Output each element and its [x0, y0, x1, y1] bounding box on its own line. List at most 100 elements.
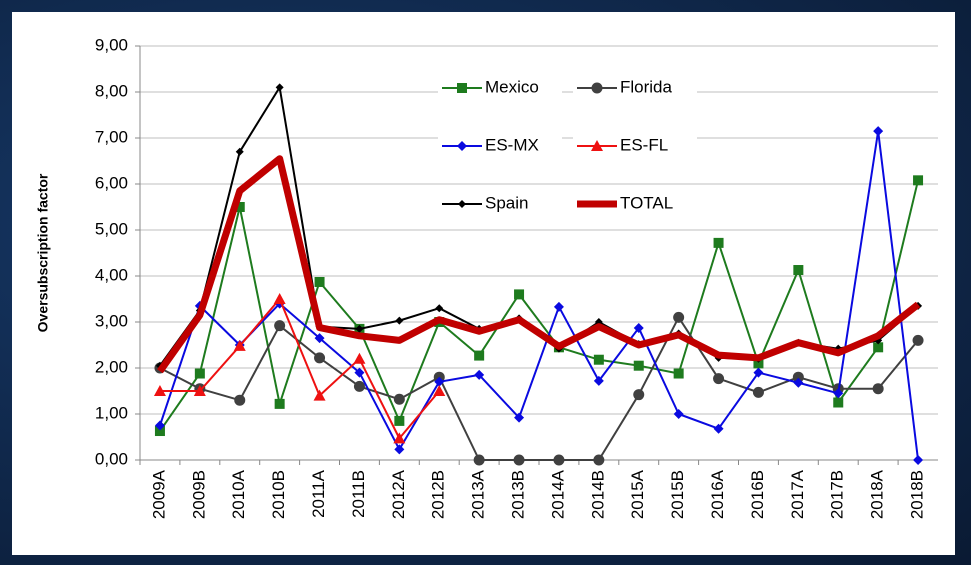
marker: [458, 200, 466, 208]
series-line: [159, 316, 919, 461]
series-line: [159, 180, 920, 432]
x-tick-label: 2013A: [469, 469, 488, 519]
legend-label: Spain: [485, 193, 528, 212]
marker: [313, 389, 326, 401]
marker: [194, 368, 205, 379]
marker: [153, 385, 166, 396]
legend-label: ES-MX: [485, 135, 539, 154]
marker: [513, 454, 525, 466]
marker: [235, 147, 244, 156]
y-tick-label: 3,00: [95, 311, 128, 330]
marker: [457, 83, 467, 93]
marker: [633, 389, 645, 401]
legend-label: TOTAL: [620, 193, 673, 212]
marker: [355, 324, 364, 333]
marker: [793, 265, 804, 276]
marker: [753, 367, 764, 378]
x-tick-label: 2015B: [668, 470, 687, 519]
x-tick-label: 2017A: [788, 469, 807, 519]
series: [153, 293, 446, 444]
x-tick-label: 2010A: [229, 469, 248, 519]
y-axis-label: Oversubscription factor: [35, 173, 51, 332]
marker: [793, 377, 804, 388]
marker: [912, 334, 924, 346]
x-tick-label: 2014B: [588, 470, 607, 519]
x-tick-label: 2009B: [189, 470, 208, 519]
marker: [913, 175, 924, 186]
y-tick-label: 9,00: [95, 35, 128, 54]
marker: [833, 388, 844, 399]
marker: [394, 415, 405, 426]
marker: [457, 141, 467, 151]
marker: [753, 358, 764, 369]
marker: [474, 369, 485, 380]
marker: [514, 289, 525, 300]
marker: [435, 304, 444, 313]
series-line: [159, 298, 441, 440]
marker: [713, 373, 725, 385]
marker: [274, 398, 285, 409]
marker: [792, 371, 804, 383]
series: [154, 126, 924, 465]
legend-label: ES-FL: [620, 135, 668, 154]
x-tick-label: 2015A: [628, 469, 647, 519]
marker: [353, 352, 366, 364]
chart-background: [12, 12, 955, 555]
marker: [833, 397, 844, 408]
marker: [154, 420, 165, 431]
marker: [434, 376, 445, 387]
marker: [233, 339, 246, 351]
y-tick-label: 4,00: [95, 265, 128, 284]
marker: [474, 350, 485, 361]
marker: [154, 426, 165, 437]
x-tick-label: 2011A: [309, 469, 328, 518]
marker: [353, 380, 365, 392]
marker: [591, 82, 603, 94]
marker: [553, 454, 565, 466]
marker: [314, 276, 325, 287]
marker: [395, 316, 404, 325]
series: [157, 155, 921, 374]
marker: [673, 311, 685, 323]
x-tick-label: 2012B: [429, 470, 448, 519]
marker: [193, 385, 206, 396]
marker: [913, 455, 924, 465]
marker: [873, 126, 884, 137]
marker: [433, 385, 446, 396]
marker: [593, 454, 605, 466]
x-tick-label: 2013B: [509, 470, 528, 519]
y-tick-label: 0,00: [95, 449, 128, 468]
marker: [354, 367, 365, 378]
marker: [394, 444, 405, 455]
marker: [393, 432, 406, 444]
x-tick-label: 2010B: [269, 470, 288, 519]
x-tick-label: 2016B: [748, 470, 767, 519]
marker: [713, 423, 724, 434]
marker: [872, 383, 884, 395]
legend-label: Mexico: [485, 77, 539, 96]
x-tick-label: 2012A: [389, 469, 408, 519]
series-line: [157, 155, 921, 374]
marker: [314, 352, 326, 364]
marker: [234, 202, 245, 212]
marker: [591, 140, 603, 151]
series-line: [159, 130, 920, 461]
x-tick-label: 2017B: [828, 470, 847, 519]
marker: [275, 83, 284, 92]
marker: [393, 393, 405, 405]
marker: [234, 394, 246, 406]
x-tick-label: 2011B: [349, 470, 368, 518]
x-tick-label: 2018B: [908, 470, 927, 519]
marker: [273, 293, 286, 304]
marker: [593, 354, 604, 365]
marker: [593, 375, 604, 386]
legend-label: Florida: [620, 77, 673, 96]
marker: [633, 322, 644, 333]
x-tick-label: 2014A: [548, 469, 567, 519]
x-tick-label: 2018A: [868, 469, 887, 519]
marker: [673, 368, 684, 379]
marker: [553, 301, 564, 312]
marker: [633, 360, 644, 371]
